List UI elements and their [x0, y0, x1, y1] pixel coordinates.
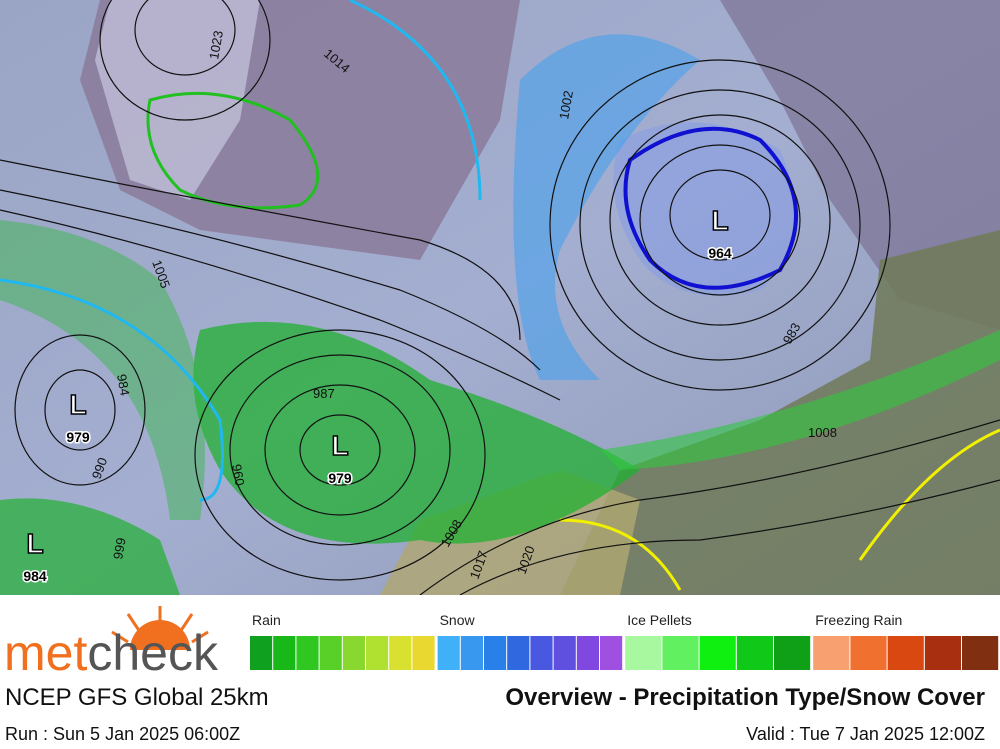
low-symbol: L: [26, 528, 43, 559]
legend-swatch: [530, 636, 553, 670]
legend-swatch: [319, 636, 342, 670]
legend-label: Ice Pellets: [627, 612, 692, 628]
legend-swatch: [662, 636, 699, 670]
isobar-label: 987: [313, 386, 335, 401]
legend-swatch: [736, 636, 773, 670]
low-pressure: 984: [23, 568, 47, 584]
legend-swatch: [850, 636, 887, 670]
legend-swatch: [296, 636, 319, 670]
legend: Rain Snow Ice Pellets Freezing Rain: [250, 612, 999, 670]
footer-panel: [0, 595, 1000, 749]
legend-swatch: [553, 636, 576, 670]
isobar-label: 960: [229, 463, 248, 487]
legend-swatch: [924, 636, 961, 670]
isobar-label: 1002: [556, 89, 576, 120]
run-time: Run : Sun 5 Jan 2025 06:00Z: [5, 724, 240, 744]
legend-swatch: [389, 636, 412, 670]
isobar-label: 984: [114, 373, 133, 397]
isobars: [0, 0, 1000, 596]
valid-time: Valid : Tue 7 Jan 2025 12:00Z: [746, 724, 985, 744]
legend-swatch: [507, 636, 530, 670]
map-title: Overview - Precipitation Type/Snow Cover: [505, 684, 985, 711]
legend-swatch: [342, 636, 365, 670]
model-name: NCEP GFS Global 25km: [5, 684, 269, 711]
low-pressure: 979: [66, 429, 90, 445]
legend-swatch: [250, 636, 273, 670]
low-pressure: 964: [708, 245, 732, 261]
legend-swatch: [437, 636, 460, 670]
low-symbol: L: [331, 430, 348, 461]
legend-swatch: [412, 636, 435, 670]
legend-swatch: [366, 636, 389, 670]
legend-swatch: [273, 636, 296, 670]
legend-swatch: [625, 636, 662, 670]
legend-swatch: [813, 636, 850, 670]
legend-label: Freezing Rain: [815, 612, 902, 628]
low-symbol: L: [69, 389, 86, 420]
legend-swatch: [460, 636, 483, 670]
isobar-label: 990: [89, 456, 111, 482]
map: [0, 0, 1000, 596]
legend-swatch: [887, 636, 924, 670]
low-symbol: L: [711, 205, 728, 236]
logo: metcheck: [4, 606, 219, 681]
legend-swatch: [484, 636, 507, 670]
legend-swatch: [576, 636, 599, 670]
isobar-label: 1008: [808, 425, 837, 440]
isobar-label: 1023: [206, 29, 226, 60]
logo-text: metcheck: [4, 625, 219, 681]
legend-swatch: [962, 636, 999, 670]
isobar-label: 999: [110, 537, 129, 561]
legend-label: Snow: [440, 612, 476, 628]
low-pressure: 979: [328, 470, 352, 486]
legend-swatch: [774, 636, 811, 670]
legend-swatch: [699, 636, 736, 670]
legend-label: Rain: [252, 612, 281, 628]
legend-swatch: [600, 636, 623, 670]
